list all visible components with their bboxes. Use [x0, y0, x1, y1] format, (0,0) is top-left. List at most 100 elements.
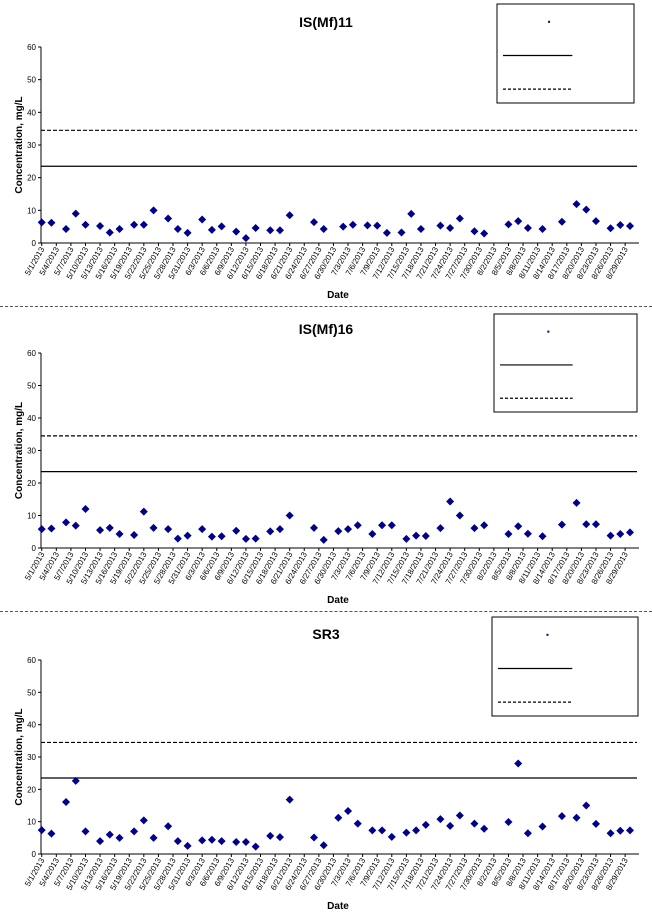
data-point [436, 221, 445, 230]
data-point [47, 524, 56, 533]
data-point [591, 520, 600, 529]
y-tick-label: 30 [27, 141, 36, 150]
data-point [421, 820, 430, 829]
legend-marker-sample [546, 633, 549, 636]
y-tick-label: 0 [32, 544, 37, 553]
data-point [616, 530, 625, 539]
data-point [504, 817, 513, 826]
x-axis-label: Date [327, 901, 349, 912]
data-point [514, 759, 523, 768]
data-point [47, 218, 56, 227]
y-axis-label: Concentration, mg/L [14, 96, 25, 193]
data-point [115, 833, 124, 842]
data-point [504, 220, 513, 229]
data-point [334, 527, 343, 536]
data-point [198, 836, 207, 845]
data-point [62, 518, 71, 527]
data-point [105, 523, 114, 532]
y-tick-label: 50 [27, 382, 36, 391]
chart-panel-2: IS(Mf)16 Concentration, mg/L Date 0 10 20 30 40… [0, 307, 652, 610]
data-point [421, 531, 430, 540]
y-axis-label: Concentration, mg/L [14, 708, 25, 805]
data-point [591, 217, 600, 226]
y-tick-label: 40 [27, 108, 36, 117]
data-point [62, 797, 71, 806]
y-tick-label: 30 [27, 753, 36, 762]
data-point [285, 795, 294, 804]
data-point [207, 835, 216, 844]
y-tick-label: 0 [32, 850, 37, 859]
data-point [373, 221, 382, 230]
data-point [251, 223, 260, 232]
data-point [436, 524, 445, 533]
data-point [217, 222, 226, 231]
data-point [344, 806, 353, 815]
data-point [470, 819, 479, 828]
data-point [353, 819, 362, 828]
data-point [455, 511, 464, 520]
data-point [480, 824, 489, 833]
data-point [480, 229, 489, 238]
data-point [71, 776, 80, 785]
data-point [275, 226, 284, 235]
x-axis-label: Date [327, 290, 349, 301]
data-point [514, 522, 523, 531]
data-point [115, 224, 124, 233]
data-point [275, 833, 284, 842]
data-point [523, 529, 532, 538]
data-point [626, 826, 635, 835]
data-point [319, 224, 328, 233]
data-point [455, 811, 464, 820]
y-tick-label: 10 [27, 818, 36, 827]
y-tick-label: 60 [27, 656, 36, 665]
x-axis-label: Date [327, 595, 349, 606]
data-point [402, 534, 411, 543]
data-point [378, 826, 387, 835]
data-point [139, 816, 148, 825]
data-point [538, 224, 547, 233]
data-point [47, 829, 56, 838]
data-point [339, 222, 348, 231]
data-point [139, 220, 148, 229]
legend-box [496, 3, 635, 104]
y-tick-label: 20 [27, 174, 36, 183]
y-tick-label: 0 [32, 239, 37, 248]
data-point [266, 831, 275, 840]
data-point [582, 520, 591, 529]
panel-divider-2 [0, 611, 652, 612]
data-point [96, 222, 105, 231]
data-point [397, 228, 406, 237]
data-point [37, 525, 46, 534]
data-point [96, 526, 105, 535]
data-point [285, 211, 294, 220]
data-point [557, 812, 566, 821]
data-point [557, 217, 566, 226]
data-point [149, 206, 158, 215]
data-point [480, 521, 489, 530]
data-point [368, 826, 377, 835]
data-point [412, 826, 421, 835]
data-point [416, 224, 425, 233]
data-point [455, 214, 464, 223]
data-point [139, 507, 148, 516]
data-point [37, 826, 46, 835]
data-point [164, 214, 173, 223]
y-tick-label: 50 [27, 76, 36, 85]
data-point [81, 827, 90, 836]
chart-title: IS(Mf)11 [299, 14, 353, 30]
data-point [446, 497, 455, 506]
data-point [232, 526, 241, 535]
data-point [71, 209, 80, 218]
data-point [387, 521, 396, 530]
data-point [241, 534, 250, 543]
data-point [266, 226, 275, 235]
chart-panel-3: SR3 Concentration, mg/L Date 0 10 20 30 40 50 60 5… [0, 612, 652, 918]
data-point [446, 223, 455, 232]
data-point [606, 531, 615, 540]
chart-1-svg: IS(Mf)11 Concentration, mg/L Date 0 10 20 30 40… [14, 3, 639, 301]
y-tick-label: 20 [27, 785, 36, 794]
data-point [241, 234, 250, 243]
data-point [538, 822, 547, 831]
y-tick-label: 40 [27, 721, 36, 730]
